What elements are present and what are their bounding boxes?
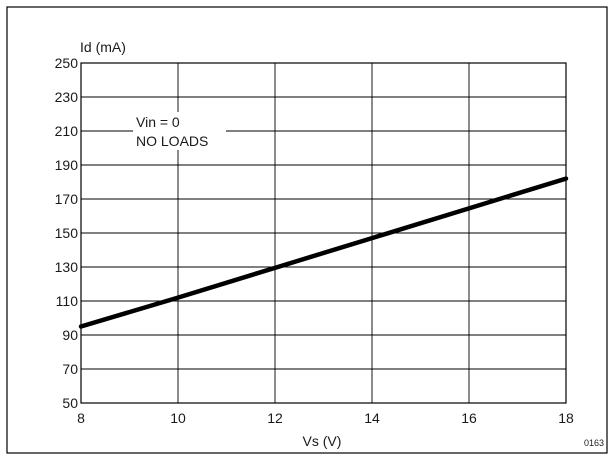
tick-label-layer: 50 70 90 110 130 150 170 190 210 230 250 8 10 12 14 16 1… — [55, 55, 574, 426]
x-tick-label: 10 — [170, 410, 186, 426]
y-tick-label: 210 — [55, 123, 79, 139]
y-tick-label: 230 — [55, 89, 79, 105]
y-tick-label: 110 — [56, 293, 79, 309]
x-axis-label: Vs (V) — [303, 433, 342, 449]
y-tick-label: 90 — [62, 327, 78, 343]
x-tick-label: 12 — [267, 410, 283, 426]
y-tick-label: 150 — [55, 225, 79, 241]
series-layer — [78, 176, 569, 329]
x-tick-label: 18 — [558, 410, 574, 426]
y-tick-label: 170 — [55, 191, 79, 207]
x-tick-label: 14 — [364, 410, 380, 426]
x-tick-label: 8 — [77, 410, 85, 426]
y-tick-label: 250 — [55, 55, 79, 71]
series-line — [78, 176, 569, 329]
y-tick-label: 190 — [55, 157, 79, 173]
grid-layer — [80, 62, 567, 404]
annotation-load: NO LOADS — [136, 133, 208, 149]
y-tick-label: 70 — [62, 361, 78, 377]
x-tick-label: 16 — [461, 410, 477, 426]
annotation-background — [133, 112, 226, 150]
outer-frame — [6, 6, 608, 454]
annotation-condition: Vin = 0 — [136, 114, 180, 130]
figure-code: 0163 — [584, 438, 604, 448]
y-tick-label: 130 — [55, 259, 79, 275]
y-axis-label: Id (mA) — [80, 39, 126, 55]
y-tick-label: 50 — [62, 395, 78, 411]
plot-area-border — [80, 62, 567, 404]
